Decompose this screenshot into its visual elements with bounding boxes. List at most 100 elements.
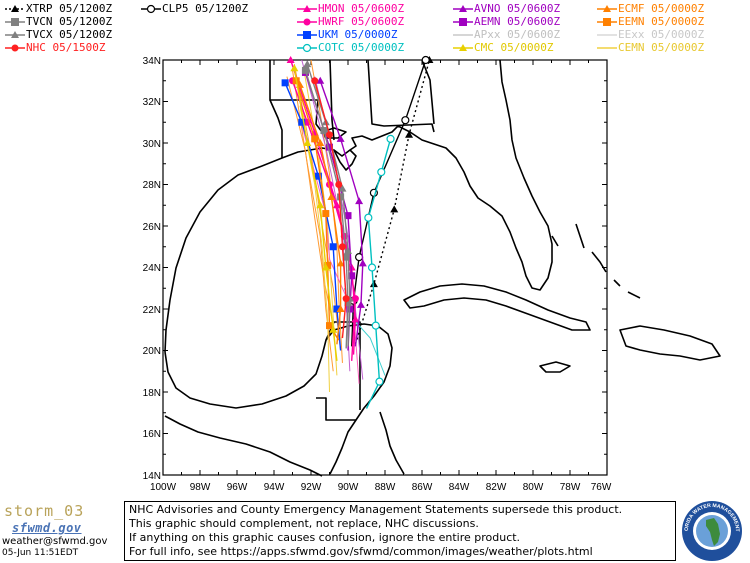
lon-label: 80W: [523, 482, 544, 493]
track-point: [344, 299, 352, 307]
legend-item-ukm: UKM 05/0000Z: [296, 29, 397, 41]
legend-item-hwrf: HWRF 05/0600Z: [296, 16, 404, 28]
track-xtrp: [354, 56, 434, 345]
lon-label: 84W: [449, 482, 470, 493]
track-point: [322, 210, 330, 218]
track-point: [342, 253, 350, 261]
legend-item-apxx: APxx 05/0600Z: [452, 29, 560, 41]
legend-item-tvcn: TVCN 05/1200Z: [4, 16, 112, 28]
track-point: [311, 77, 319, 85]
legend-item-cotc: COTC 05/0000Z: [296, 42, 404, 54]
gulf-coast-mexico: [164, 323, 393, 475]
ensemble-track: [299, 117, 360, 384]
track-point: [324, 261, 332, 269]
legend-item-clp5: CLP5 05/1200Z: [140, 3, 248, 15]
track-point: [311, 135, 319, 143]
square-marker-icon: [452, 16, 474, 28]
track-point: [367, 263, 377, 272]
lat-label: 26N: [143, 222, 161, 233]
legend-item-ecmf: ECMF 05/0000Z: [596, 3, 704, 15]
jamaica: [539, 361, 571, 373]
track-point: [329, 325, 338, 333]
lat-label: 20N: [143, 346, 161, 357]
track-point: [303, 60, 312, 68]
track-point: [326, 322, 333, 330]
track-point: [336, 134, 345, 142]
track-point: [390, 205, 399, 213]
track-point: [290, 64, 299, 72]
lat-label: 24N: [143, 263, 161, 274]
lon-label: 78W: [560, 482, 581, 493]
track-line: [351, 59, 427, 347]
track-point: [333, 305, 341, 313]
legend-item-aemn: AEMN 05/0600Z: [452, 16, 560, 28]
track-line: [293, 68, 338, 361]
track-point: [336, 305, 345, 312]
state-border-ga-fl: [421, 59, 435, 125]
track-point: [320, 127, 328, 135]
forecast-tracks: [281, 55, 434, 409]
lat-label: 22N: [143, 305, 161, 316]
square-marker-icon: [4, 16, 26, 28]
state-border-al-fl: [367, 59, 435, 133]
legend-item-nhc: NHC 05/1500Z: [4, 42, 105, 54]
track-line: [319, 80, 364, 347]
track-point: [298, 118, 306, 126]
lat-label: 16N: [143, 429, 161, 440]
lon-label: 76W: [591, 482, 612, 493]
disclaimer-box: NHC Advisories and County Emergency Mana…: [124, 501, 676, 561]
track-point: [335, 181, 343, 188]
lon-label: 92W: [301, 482, 322, 493]
track-point: [375, 377, 384, 386]
legend-item-eemn: EEMN 05/0000Z: [596, 16, 704, 28]
track-point: [338, 184, 347, 192]
state-border-tx-la: [269, 60, 283, 158]
triangle-marker-icon: [596, 3, 618, 15]
track-line: [365, 138, 392, 409]
track-point: [356, 300, 365, 308]
square-marker-icon: [596, 16, 618, 28]
open-circle-marker-icon: [296, 42, 318, 54]
ensemble-track: [286, 76, 336, 335]
track-point: [405, 130, 414, 138]
legend-item-hmon: HMON 05/0600Z: [296, 3, 404, 15]
track-point: [303, 139, 312, 146]
disclaimer-line: For full info, see https://apps.sfwmd.go…: [129, 545, 593, 558]
track-point: [355, 253, 364, 262]
track-point: [338, 243, 346, 251]
lon-label: 86W: [412, 482, 433, 493]
lat-label: 14N: [143, 471, 161, 482]
sfwmd-seal-icon: SOUTH FLORIDA WATER MANAGEMENT DISTRICT: [680, 500, 742, 561]
lon-label: 90W: [338, 482, 359, 493]
track-point: [327, 192, 336, 200]
coastline: [164, 59, 721, 477]
track-point: [355, 197, 364, 205]
track-line: [291, 80, 357, 361]
legend-item-avno: AVNO 05/0600Z: [452, 3, 560, 15]
square-marker-icon: [296, 29, 318, 41]
legend-item-tvcx: TVCX 05/1200Z: [4, 29, 112, 41]
circle-marker-icon: [4, 42, 26, 54]
legend: XTRP 05/1200Z TVCN 05/1200Z TVCX 05/1200…: [0, 0, 750, 58]
track-point: [351, 295, 359, 303]
track-point: [326, 131, 333, 139]
branding: storm_03 sfwmd.gov weather@sfwmd.gov 05-…: [2, 500, 120, 562]
line-marker-icon: [596, 29, 618, 41]
lon-label: 100W: [150, 482, 177, 493]
lat-label: 34N: [143, 56, 161, 67]
track-point: [336, 259, 345, 267]
lon-label: 88W: [375, 482, 396, 493]
open-circle-marker-icon: [140, 3, 162, 15]
gulf-coast-us: [164, 59, 553, 353]
triangle-marker-icon: [296, 3, 318, 15]
track-point: [342, 295, 350, 303]
state-border-la-ms: [270, 99, 323, 133]
track-point: [421, 55, 430, 65]
track-line: [354, 59, 431, 345]
dotted-line-triangle-icon: [4, 3, 26, 15]
latitude-labels: 34N 32N 30N 28N 26N 24N 22N 20N 18N 16N …: [143, 56, 161, 482]
map-frame: [162, 59, 608, 476]
legend-item-xtrp: XTRP 05/1200Z: [4, 3, 112, 15]
track-point: [321, 263, 330, 271]
cuba: [403, 283, 591, 331]
